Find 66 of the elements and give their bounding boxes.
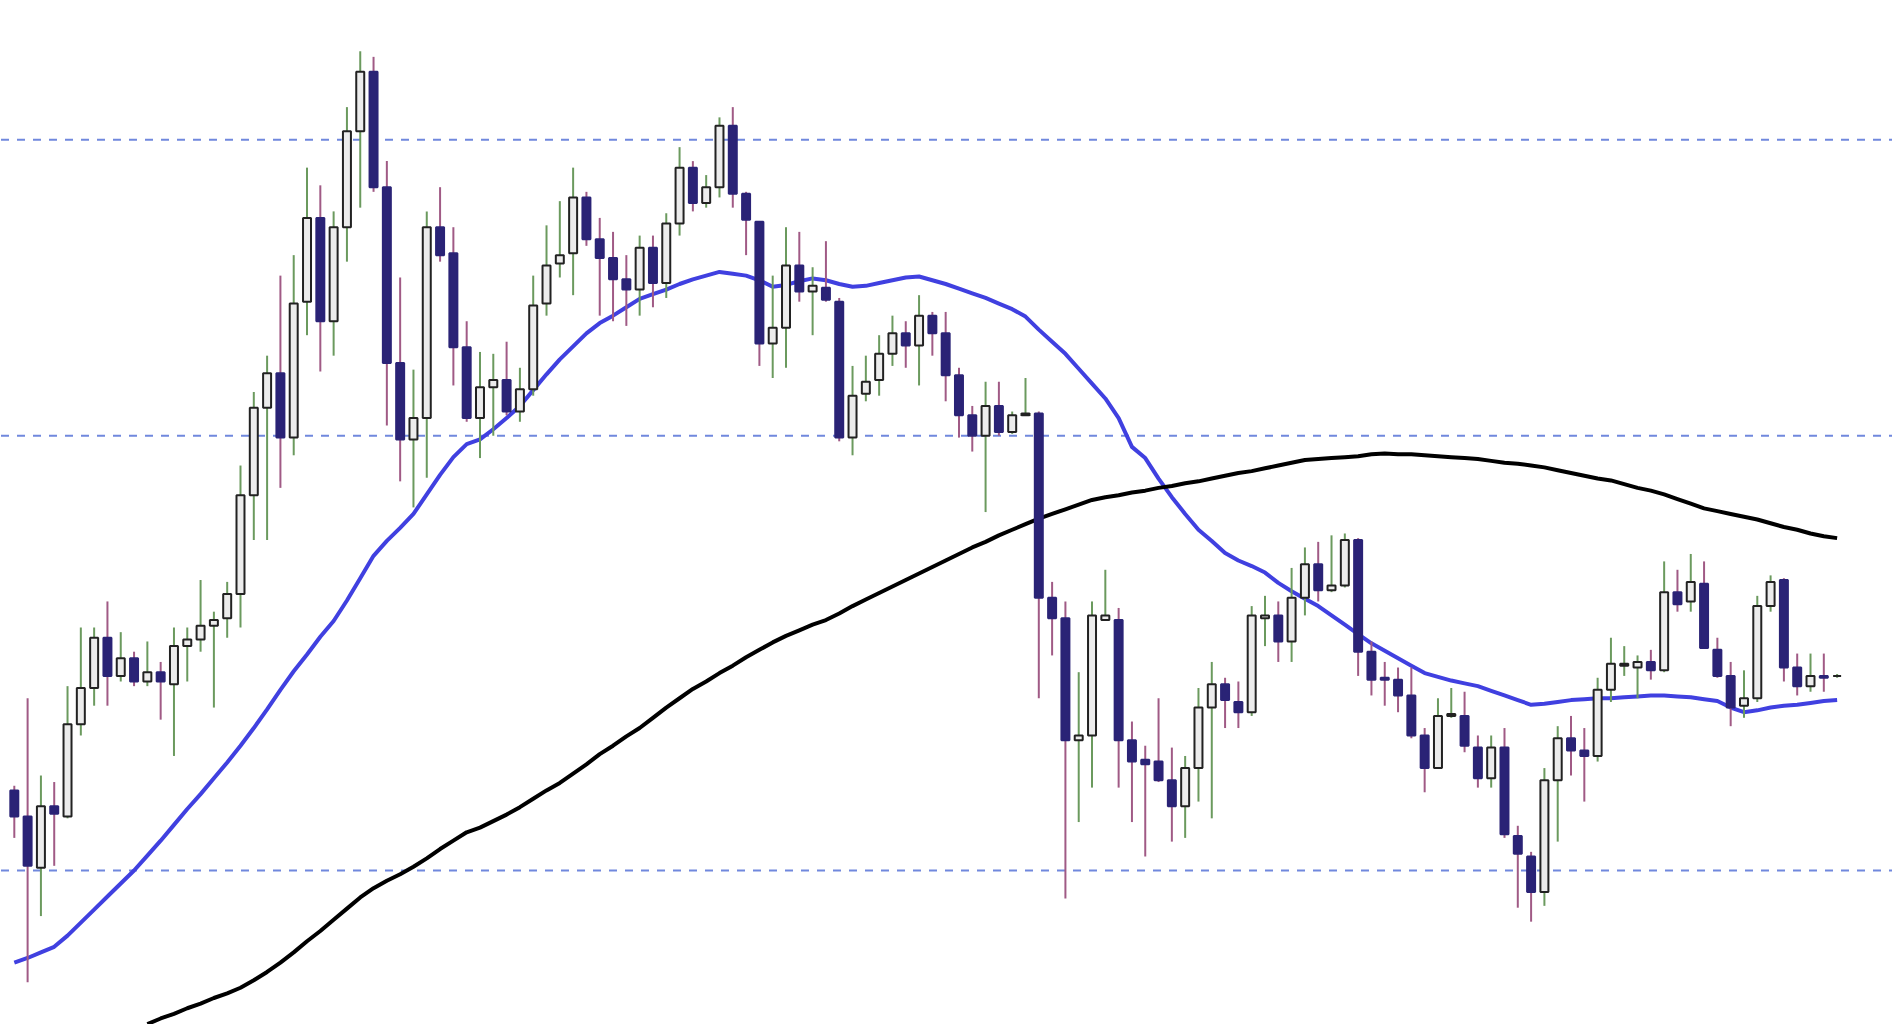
candlestick xyxy=(142,640,153,688)
candlestick xyxy=(1220,676,1231,730)
candlestick xyxy=(1326,534,1337,594)
candlestick xyxy=(993,380,1004,437)
candlestick xyxy=(820,240,831,303)
candlestick xyxy=(1206,660,1217,820)
candlestick xyxy=(1725,660,1736,728)
candlestick xyxy=(860,354,871,403)
candlestick xyxy=(102,600,113,707)
candlestick xyxy=(940,310,951,403)
candlestick xyxy=(647,234,658,309)
candlestick xyxy=(1685,552,1696,613)
candlestick xyxy=(115,631,126,683)
candlestick xyxy=(408,368,419,509)
candlestick xyxy=(1166,746,1177,843)
candlestick xyxy=(1286,566,1297,663)
candlestick xyxy=(1459,690,1470,754)
candlestick xyxy=(262,354,273,541)
candlestick xyxy=(767,274,778,380)
candlestick xyxy=(1512,824,1523,909)
candlestick xyxy=(208,610,219,709)
candlestick xyxy=(634,234,645,317)
candlestick xyxy=(1712,636,1723,679)
candlestick xyxy=(554,200,565,279)
candlestick xyxy=(1472,734,1483,789)
candlestick xyxy=(1419,727,1430,794)
candlestick xyxy=(1339,532,1350,589)
candlestick xyxy=(168,626,179,757)
candlestick xyxy=(155,660,166,721)
candlestick xyxy=(1672,568,1683,613)
candlestick xyxy=(1486,734,1497,789)
candlestick xyxy=(1552,725,1563,843)
candlestick xyxy=(1738,669,1749,719)
candlestick xyxy=(980,380,991,514)
candlestick xyxy=(129,650,140,688)
candlestick xyxy=(1020,377,1031,417)
candlestick xyxy=(807,266,818,337)
candlestick xyxy=(514,366,525,423)
candlestick xyxy=(1273,600,1284,663)
candlestick xyxy=(927,310,938,357)
candlestick xyxy=(9,784,20,839)
candlestick xyxy=(1233,680,1244,730)
candlestick xyxy=(1526,850,1537,923)
candlestick xyxy=(1007,410,1018,435)
candlestick xyxy=(49,781,60,867)
candlestick xyxy=(1313,540,1324,603)
candlestick xyxy=(701,174,712,209)
candlestick xyxy=(1299,546,1310,617)
candlestick xyxy=(501,340,512,417)
candlestick xyxy=(222,580,233,639)
candlestick xyxy=(1366,640,1377,697)
candlestick xyxy=(914,294,925,387)
candlestick xyxy=(847,364,858,457)
candlestick xyxy=(687,160,698,213)
candlestick xyxy=(182,626,193,683)
candlestick xyxy=(1818,652,1829,693)
candlestick xyxy=(900,320,911,369)
candlestick xyxy=(794,230,805,303)
candlestick xyxy=(541,224,552,317)
candlestick xyxy=(1153,697,1164,784)
candlestick xyxy=(1632,654,1643,700)
candlestick xyxy=(195,579,206,653)
candlestick xyxy=(581,190,592,247)
candlestick xyxy=(1765,574,1776,613)
candlestick xyxy=(1805,652,1816,693)
candlestick xyxy=(1645,648,1656,681)
